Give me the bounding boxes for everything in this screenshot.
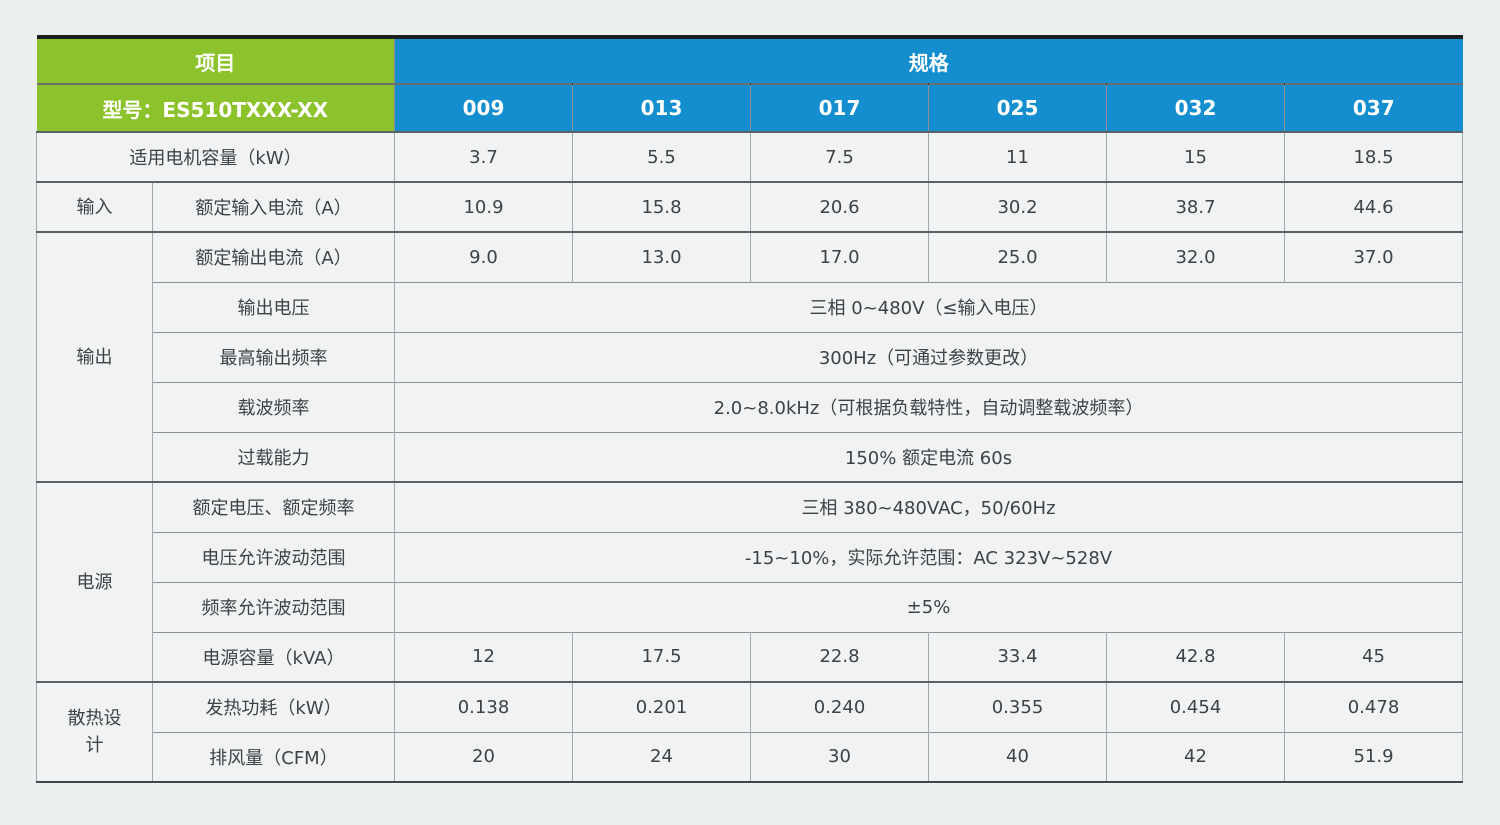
model-col-header-037: 037 [1284,84,1463,132]
row-airflow: 排风量（CFM） 20 24 30 40 42 51.9 [37,731,1463,782]
row-output-voltage: 输出电压 三相 0~480V（≤输入电压） [37,281,1463,332]
value-cell: 33.4 [928,631,1107,682]
row-label-max-output-freq: 最高输出频率 [152,331,395,382]
row-label-heat-loss: 发热功耗（kW） [152,681,395,732]
row-power-capacity: 电源容量（kVA） 12 17.5 22.8 33.4 42.8 45 [37,631,1463,682]
row-carrier-freq: 载波频率 2.0~8.0kHz（可根据负载特性，自动调整载波频率） [37,381,1463,432]
group-label-input: 输入 [36,181,153,232]
value-cell: 0.355 [928,681,1107,732]
row-overload: 过载能力 150% 额定电流 60s [37,431,1463,482]
row-voltage-range: 电压允许波动范围 -15~10%，实际允许范围：AC 323V~528V [37,531,1463,582]
header-model-label: 型号：ES510TXXX-XX [36,84,395,132]
row-label-overload: 过载能力 [152,431,395,482]
value-cell: 11 [928,131,1107,182]
row-label-power-capacity: 电源容量（kVA） [152,631,395,682]
header-item: 项目 [36,37,395,85]
row-rated-voltage-freq: 电源 额定电压、额定频率 三相 380~480VAC，50/60Hz [36,481,1463,682]
value-cell: 38.7 [1106,181,1285,232]
value-cell: 17.5 [572,631,751,682]
row-rated-output-current: 输出 额定输出电流（A） 9.0 13.0 17.0 25.0 32.0 37.… [36,231,1463,482]
value-cell: 9.0 [394,231,573,282]
value-cell: 15.8 [572,181,751,232]
value-cell: 0.478 [1284,681,1463,732]
model-col-header-017: 017 [750,84,929,132]
value-cell: 37.0 [1284,231,1463,282]
value-cell: 10.9 [394,181,573,232]
row-rated-input-current: 输入 额定输入电流（A） 10.9 15.8 20.6 30.2 38.7 44… [36,181,1463,232]
value-cell-merged: ±5% [394,581,1463,632]
model-col-header-009: 009 [394,84,573,132]
row-label-rated-input-current: 额定输入电流（A） [152,181,395,232]
value-cell: 0.454 [1106,681,1285,732]
row-label-voltage-range: 电压允许波动范围 [152,531,395,582]
value-cell: 20 [394,731,573,782]
value-cell: 44.6 [1284,181,1463,232]
row-label-airflow: 排风量（CFM） [152,731,395,782]
value-cell: 24 [572,731,751,782]
row-label-output-voltage: 输出电压 [152,281,395,332]
row-label-carrier-freq: 载波频率 [152,381,395,432]
header-spec: 规格 [394,37,1463,85]
value-cell: 0.138 [394,681,573,732]
value-cell: 42.8 [1106,631,1285,682]
value-cell: 45 [1284,631,1463,682]
value-cell-merged: 2.0~8.0kHz（可根据负载特性，自动调整载波频率） [394,381,1463,432]
value-cell: 12 [394,631,573,682]
value-cell: 7.5 [750,131,929,182]
value-cell: 17.0 [750,231,929,282]
value-cell: 25.0 [928,231,1107,282]
model-col-header-032: 032 [1106,84,1285,132]
value-cell: 18.5 [1284,131,1463,182]
row-label-rated-voltage-freq: 额定电压、额定频率 [152,481,395,532]
value-cell: 5.5 [572,131,751,182]
row-label-motor-capacity: 适用电机容量（kW） [36,131,395,182]
value-cell-merged: 三相 380~480VAC，50/60Hz [394,481,1463,532]
value-cell: 40 [928,731,1107,782]
value-cell: 20.6 [750,181,929,232]
value-cell: 30 [750,731,929,782]
row-freq-range: 频率允许波动范围 ±5% [37,581,1463,632]
value-cell: 51.9 [1284,731,1463,782]
value-cell: 15 [1106,131,1285,182]
row-heat-loss: 散热设计 发热功耗（kW） 0.138 0.201 0.240 0.355 0.… [36,681,1463,782]
value-cell: 0.201 [572,681,751,732]
value-cell-merged: 三相 0~480V（≤输入电压） [394,281,1463,332]
value-cell-merged: -15~10%，实际允许范围：AC 323V~528V [394,531,1463,582]
value-cell-merged: 150% 额定电流 60s [394,431,1463,482]
row-max-output-freq: 最高输出频率 300Hz（可通过参数更改） [37,331,1463,382]
group-label-thermal: 散热设计 [36,681,153,782]
row-label-freq-range: 频率允许波动范围 [152,581,395,632]
value-cell: 42 [1106,731,1285,782]
value-cell: 30.2 [928,181,1107,232]
value-cell: 13.0 [572,231,751,282]
header-row-models: 型号：ES510TXXX-XX 009 013 017 025 032 037 [36,84,1463,132]
group-label-output: 输出 [36,231,153,482]
value-cell: 22.8 [750,631,929,682]
group-label-power: 电源 [36,481,153,682]
spec-table: 项目 规格 型号：ES510TXXX-XX 009 013 017 025 03… [36,35,1463,783]
header-row-top: 项目 规格 [36,37,1463,85]
row-motor-capacity: 适用电机容量（kW） 3.7 5.5 7.5 11 15 18.5 [36,131,1463,182]
value-cell: 32.0 [1106,231,1285,282]
model-col-header-013: 013 [572,84,751,132]
value-cell: 3.7 [394,131,573,182]
value-cell-merged: 300Hz（可通过参数更改） [394,331,1463,382]
model-col-header-025: 025 [928,84,1107,132]
value-cell: 0.240 [750,681,929,732]
row-label-rated-output-current: 额定输出电流（A） [152,231,395,282]
